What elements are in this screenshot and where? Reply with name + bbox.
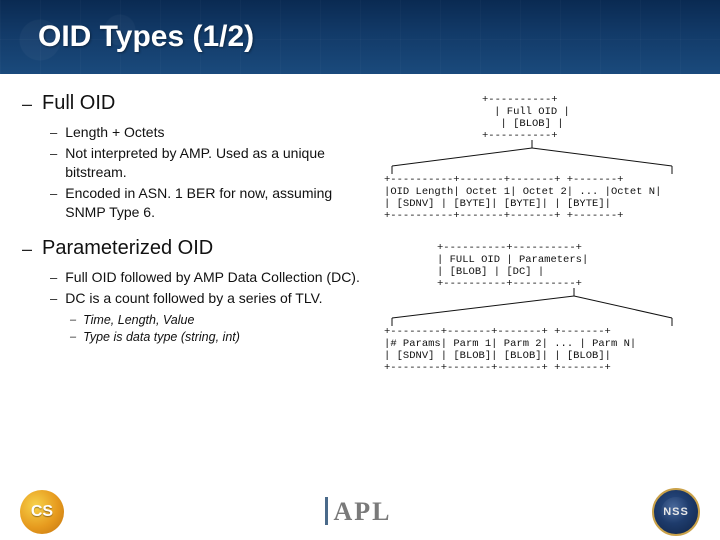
bullet-dash: –	[22, 239, 32, 260]
logo-cs: CS	[20, 490, 64, 534]
section-heading: Full OID	[42, 92, 115, 115]
svg-text:+----------+: +----------+	[482, 130, 558, 142]
svg-text:+--------+-------+-------+ +: +--------+-------+-------+ +-------+	[384, 326, 611, 338]
svg-text:| [SDNV] | [BYTE]: | [SDNV] | [BYTE]| [BYTE]| | [BYTE]|	[384, 198, 611, 210]
diagram-column: +----------+ | Full OID | | [BLOB] | +--…	[382, 92, 702, 398]
logo-apl-text: APL	[334, 497, 392, 527]
svg-text:+--------+-------+-------+ +: +--------+-------+-------+ +-------+	[384, 362, 611, 374]
logo-apl: APL	[325, 497, 392, 527]
svg-text:+----------+-------+-------+: +----------+-------+-------+ +-------+	[384, 174, 623, 186]
svg-text:|OID Length| Octet 1: |OID Length| Octet 1| Octet 2| ... |Octe…	[384, 186, 661, 198]
logo-cs-text: CS	[31, 503, 53, 521]
list-item: –Encoded in ASN. 1 BER for now, assuming…	[50, 184, 372, 222]
svg-text:| [BLOB] | [DC]: | [BLOB] | [DC] |	[437, 266, 544, 278]
bullet-dash: –	[22, 94, 32, 115]
slide-footer: CS APL NSS	[0, 484, 720, 540]
svg-text:+----------+----------+: +----------+----------+	[437, 242, 582, 254]
diagram-full-oid: +----------+ | Full OID | | [BLOB] | +--…	[382, 92, 702, 222]
svg-text:+----------+----------+: +----------+----------+	[437, 278, 582, 290]
logo-apl-bar-icon	[325, 497, 328, 525]
svg-text:| Full OID |: | Full OID |	[494, 106, 570, 118]
slide-header: OID Types (1/2)	[0, 0, 720, 74]
slide-body: – Full OID –Length + Octets –Not interpr…	[0, 74, 720, 398]
section-parameterized-oid: – Parameterized OID –Full OID followed b…	[22, 237, 372, 346]
svg-text:|# Params| Parm 1|: |# Params| Parm 1| Parm 2| ... | Parm N|	[384, 338, 636, 350]
list-item: –Not interpreted by AMP. Used as a uniqu…	[50, 144, 372, 182]
list-item: –Time, Length, Value	[70, 312, 372, 329]
list-item: –Type is data type (string, int)	[70, 329, 372, 346]
svg-text:| FULL OID | Paramet: | FULL OID | Parameters|	[437, 254, 588, 266]
logo-nss: NSS	[652, 488, 700, 536]
slide-title: OID Types (1/2)	[0, 0, 720, 54]
section-heading: Parameterized OID	[42, 237, 213, 260]
list-item: –Full OID followed by AMP Data Collectio…	[50, 268, 372, 287]
list-item: –Length + Octets	[50, 123, 372, 142]
svg-text:+----------+: +----------+	[482, 94, 558, 106]
text-column: – Full OID –Length + Octets –Not interpr…	[22, 92, 372, 398]
logo-nss-text: NSS	[663, 506, 689, 518]
list-item: –DC is a count followed by a series of T…	[50, 289, 372, 308]
diagram-parameterized-oid: +----------+----------+ | FULL OID | Par…	[382, 240, 702, 380]
svg-text:+----------+-------+-------+: +----------+-------+-------+ +-------+	[384, 210, 623, 222]
svg-text:| [BLOB] |: | [BLOB] |	[500, 118, 563, 130]
svg-text:| [SDNV] | [BLOB]|: | [SDNV] | [BLOB]| [BLOB]| | [BLOB]|	[384, 350, 611, 362]
section-full-oid: – Full OID –Length + Octets –Not interpr…	[22, 92, 372, 221]
